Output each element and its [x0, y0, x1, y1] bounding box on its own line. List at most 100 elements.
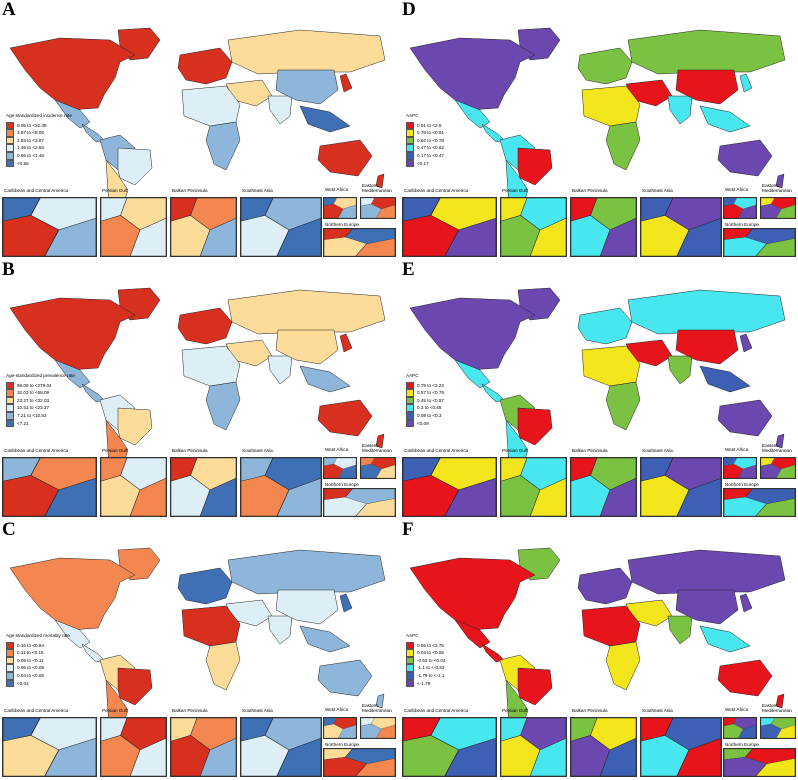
legend-row: 8.05 to <32.36 — [6, 121, 72, 130]
legend-swatch — [6, 136, 14, 145]
inset-label-northern-europe: Northern Europe — [325, 482, 359, 487]
region-brazil — [117, 407, 153, 446]
region-namerica — [9, 37, 136, 111]
legend-label: 0.56 to <1.48 — [17, 152, 44, 158]
inset-map-southeast-asia — [640, 197, 722, 257]
map-legend: Age-standardized mortality rate 0.16 to <… — [6, 632, 70, 688]
region-nz — [375, 693, 385, 709]
legend-label: -1.79 to <-1.1 — [417, 672, 445, 678]
inset-map-persian-gulf — [100, 717, 167, 777]
region-russia — [627, 549, 786, 595]
region-centam — [481, 643, 505, 663]
legend-row: 10.53 to <23.37 — [6, 404, 75, 412]
legend-label: 1.48 to <2.83 — [17, 145, 44, 151]
legend-label: <0.09 — [417, 420, 429, 426]
region-china — [675, 589, 739, 625]
inset-label-northern-europe: Northern Europe — [325, 222, 359, 227]
legend-swatch — [406, 121, 414, 130]
map-legend: AAPC 0.91 to <2.6 0.78 to <0.91 0.62 to <0.… — [406, 112, 444, 168]
legend-label: 10.53 to <23.37 — [17, 405, 50, 411]
region-africa_s — [605, 121, 641, 171]
legend-swatch — [406, 129, 414, 137]
inset-region — [738, 464, 756, 478]
panel-e: E AAPC 0.79 to <2.23 0.57 to <0.79 0.45 to <… — [400, 260, 796, 518]
inset-region — [776, 724, 795, 738]
legend-swatch — [406, 412, 414, 420]
inset-label-caribbean: Caribbean and Central America — [4, 188, 69, 193]
region-namerica — [9, 557, 136, 631]
inset-region — [199, 478, 236, 516]
region-nz — [775, 693, 785, 709]
legend-swatch — [6, 129, 14, 137]
inset-label-balkan: Balkan Peninsula — [172, 188, 208, 193]
legend-label: 2.83 to <3.87 — [17, 137, 44, 143]
legend-swatch — [406, 136, 414, 145]
region-europe — [177, 567, 233, 605]
legend-label: 7.21 to <10.53 — [17, 412, 47, 418]
inset-region — [376, 204, 395, 218]
inset-label-persian-gulf: Persian Gulf — [102, 188, 128, 193]
inset-region — [529, 218, 566, 256]
legend-row: <-1.79 — [406, 679, 445, 688]
legend-label: 0.79 to <2.23 — [417, 382, 444, 388]
inset-map-southeast-asia — [640, 717, 722, 777]
inset-region — [444, 478, 496, 516]
inset-label-northern-europe: Northern Europe — [725, 742, 759, 747]
legend-swatch — [6, 656, 14, 665]
inset-label-west-africa: West Africa — [325, 707, 349, 712]
inset-region — [776, 464, 795, 478]
inset-label-northern-europe: Northern Europe — [725, 222, 759, 227]
inset-map-caribbean — [402, 457, 497, 517]
legend-swatch — [406, 656, 414, 665]
panel-letter: C — [2, 519, 16, 540]
legend-swatch — [406, 159, 414, 168]
inset-map-southeast-asia — [640, 457, 722, 517]
inset-label-northern-europe: Northern Europe — [325, 742, 359, 747]
world-map — [409, 547, 786, 735]
region-africa_s — [205, 381, 241, 431]
region-seasia — [299, 625, 351, 653]
inset-label-southeast-asia: Southeast Asia — [242, 188, 273, 193]
region-japan — [339, 593, 353, 613]
legend-swatch — [6, 152, 14, 160]
region-australia — [317, 399, 373, 437]
legend-label: 0.55 to <2.75 — [417, 642, 444, 648]
region-india — [267, 95, 293, 125]
legend-row: -1.79 to <-1.1 — [406, 672, 445, 680]
legend-swatch — [6, 159, 14, 168]
inset-map-northern-europe — [723, 488, 796, 517]
region-mexico — [54, 619, 91, 649]
legend-label: -0.53 to <0.03 — [417, 657, 446, 663]
inset-region — [376, 464, 395, 478]
legend-swatch — [406, 672, 414, 680]
region-namerica — [409, 297, 536, 371]
legend-row: 0.16 to <0.94 — [6, 641, 70, 650]
region-europe — [577, 47, 633, 85]
inset-region — [338, 724, 356, 738]
region-mexico — [54, 359, 91, 389]
inset-label-west-africa: West Africa — [325, 447, 349, 452]
inset-region — [599, 738, 636, 776]
region-seasia — [699, 105, 751, 133]
legend-swatch — [406, 419, 414, 428]
legend-row: 32.03 to <68.09 — [6, 389, 75, 397]
region-nz — [375, 173, 385, 189]
panel-letter: B — [2, 259, 15, 280]
legend-label: 32.03 to <68.09 — [17, 390, 50, 396]
world-map — [409, 287, 786, 475]
inset-label-southeast-asia: Southeast Asia — [642, 708, 673, 713]
inset-region — [355, 238, 395, 256]
legend-label: 0.57 to <0.79 — [417, 390, 444, 396]
inset-map-northern-europe — [323, 748, 396, 777]
legend-swatch — [406, 152, 414, 160]
inset-region — [338, 204, 356, 218]
region-seasia — [299, 365, 351, 393]
legend-row: <0.04 — [6, 679, 70, 688]
region-centam — [481, 123, 505, 143]
region-australia — [717, 139, 773, 177]
legend-row: 68.09 to <279.04 — [6, 381, 75, 390]
inset-region — [676, 478, 721, 516]
legend-row: -0.53 to <0.03 — [406, 656, 446, 665]
inset-label-persian-gulf: Persian Gulf — [102, 448, 128, 453]
inset-map-persian-gulf — [500, 197, 567, 257]
